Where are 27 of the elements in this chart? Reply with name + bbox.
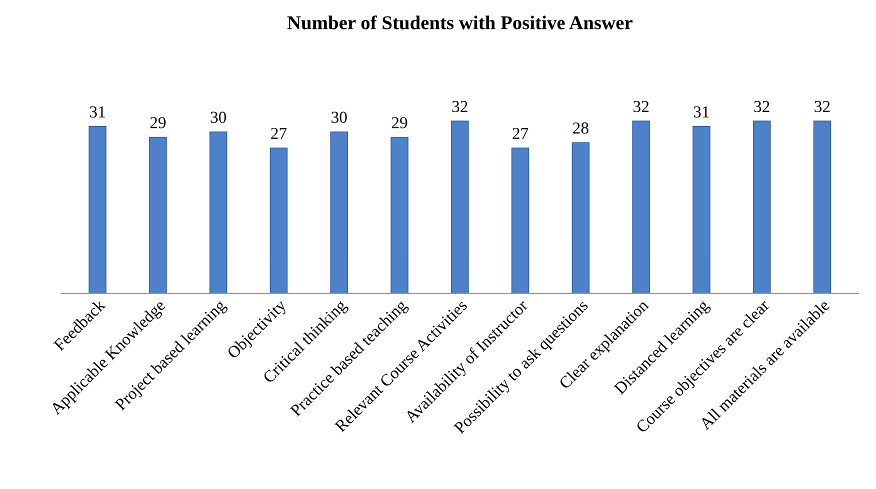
chart-title: Number of Students with Positive Answer [287, 15, 632, 30]
bar [390, 136, 408, 294]
bar [813, 120, 832, 294]
bar [692, 126, 710, 294]
data-label: 31 [90, 106, 105, 118]
bar [572, 142, 590, 294]
data-label: 32 [754, 100, 770, 112]
data-label: 29 [150, 117, 166, 128]
data-label: 32 [452, 100, 468, 112]
data-label: 27 [512, 128, 528, 139]
data-label: 31 [694, 106, 709, 118]
data-label: 30 [332, 112, 347, 123]
data-label: 27 [271, 128, 287, 139]
bar [632, 120, 650, 294]
bar [330, 131, 348, 294]
bar [209, 131, 228, 294]
bar [511, 148, 530, 294]
bar [149, 136, 167, 294]
bar [270, 148, 288, 294]
bar [752, 120, 771, 294]
bar [451, 120, 469, 294]
data-label: 29 [392, 117, 408, 128]
data-label: 28 [573, 122, 588, 134]
data-label: 32 [814, 100, 830, 112]
data-label: 30 [210, 112, 226, 123]
bar [88, 126, 106, 294]
data-label: 32 [634, 100, 648, 112]
